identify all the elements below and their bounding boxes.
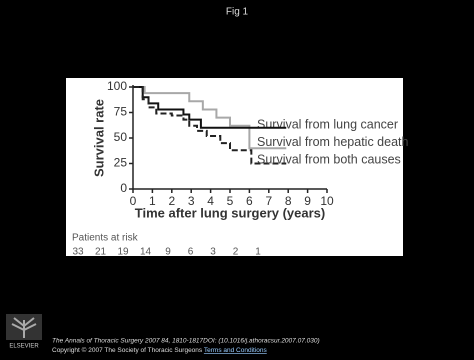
x-tick-label: 2 — [168, 194, 175, 208]
x-tick-label: 1 — [149, 194, 156, 208]
x-tick-label: 10 — [320, 194, 334, 208]
at-risk-count: 21 — [95, 247, 107, 258]
y-tick-label: 50 — [114, 130, 128, 144]
at-risk-count: 1 — [255, 247, 261, 258]
at-risk-count: 33 — [72, 247, 84, 258]
figure-panel — [66, 78, 403, 256]
citation: The Annals of Thoracic Surgery 2007 84, … — [52, 338, 320, 345]
at-risk-count: 14 — [140, 247, 152, 258]
y-tick-label: 75 — [114, 105, 128, 119]
y-tick-label: 0 — [120, 181, 127, 195]
at-risk-count: 9 — [165, 247, 171, 258]
logo-text: ELSEVIER — [9, 344, 39, 350]
curve-label: Survival from both causes — [257, 152, 401, 166]
x-tick-label: 6 — [246, 194, 253, 208]
at-risk-count: 19 — [117, 247, 129, 258]
x-tick-label: 8 — [285, 194, 292, 208]
survival-curve — [133, 86, 287, 150]
x-tick-label: 7 — [265, 194, 272, 208]
curve-label: Survival from hepatic death — [257, 135, 409, 149]
x-axis-label: Time after lung surgery (years) — [135, 205, 326, 220]
y-tick-label: 100 — [107, 79, 127, 93]
at-risk-count: 3 — [210, 247, 216, 258]
survival-curve — [133, 86, 287, 165]
x-tick-label: 3 — [188, 194, 195, 208]
x-tick-label: 9 — [304, 194, 311, 208]
x-tick-label: 5 — [227, 194, 234, 208]
curve-label: Survival from lung cancer — [257, 117, 398, 131]
at-risk-count: 6 — [188, 247, 194, 258]
y-tick-label: 25 — [114, 156, 128, 170]
copyright: Copyright © 2007 The Society of Thoracic… — [52, 346, 267, 354]
x-tick-label: 4 — [207, 194, 214, 208]
y-axis-label: Survival rate — [91, 99, 106, 177]
slide-title: Fig 1 — [226, 7, 249, 18]
x-tick-label: 0 — [130, 194, 137, 208]
at-risk-label: Patients at risk — [72, 233, 139, 244]
elsevier-logo: ELSEVIER — [6, 314, 42, 350]
terms-link[interactable]: Terms and Conditions — [204, 347, 268, 354]
at-risk-count: 2 — [233, 247, 239, 258]
copyright-text: Copyright © 2007 The Society of Thoracic… — [52, 346, 203, 354]
